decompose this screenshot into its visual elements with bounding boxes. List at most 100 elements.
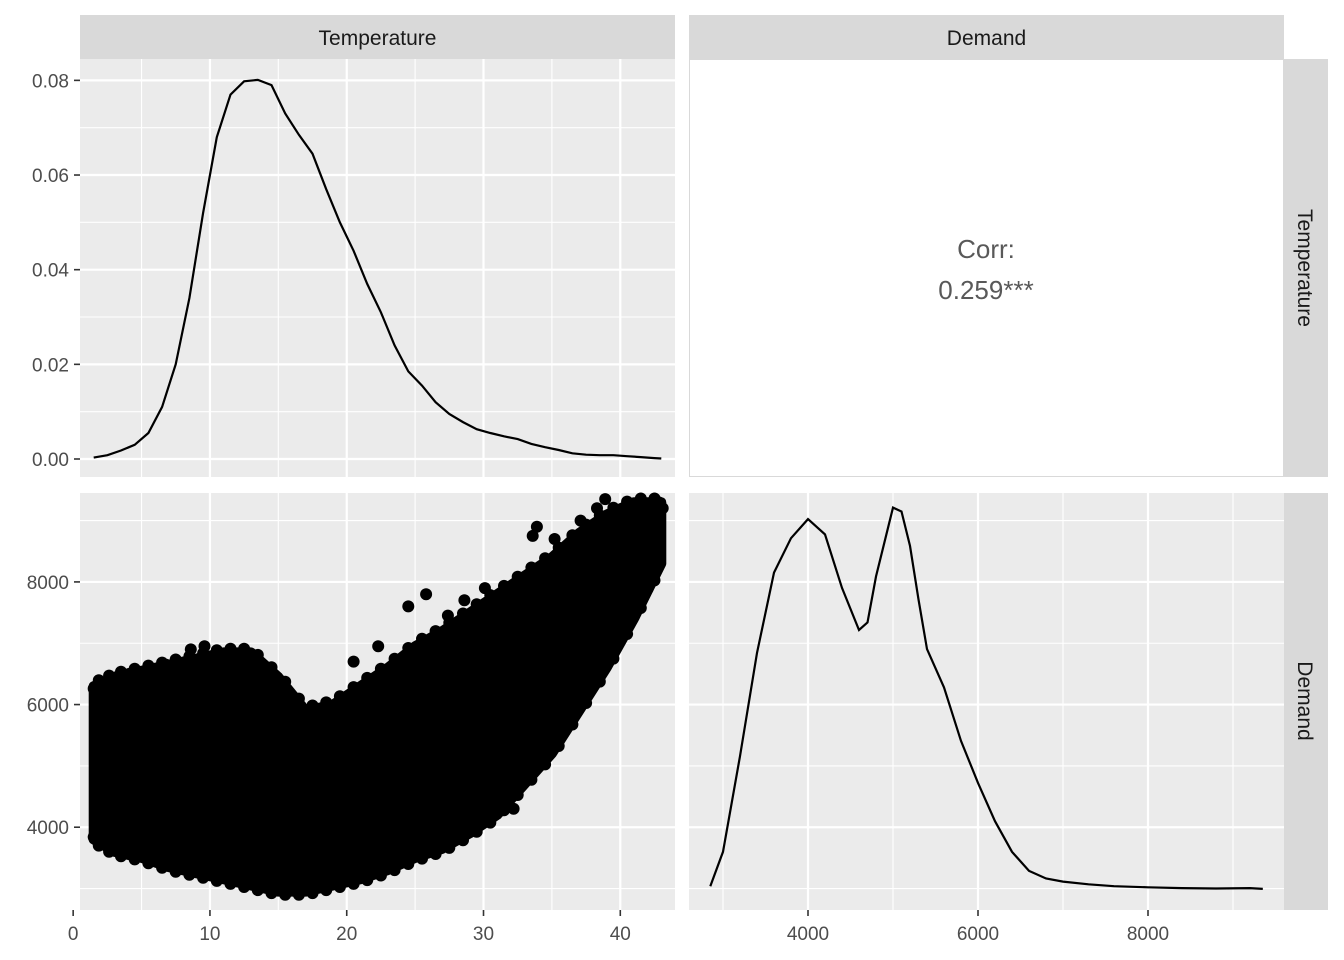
scatter-point [539, 758, 552, 771]
scatter-point [279, 675, 292, 688]
scatter-point [160, 658, 173, 671]
y-tick-label: 0.04 [32, 261, 69, 282]
scatter-point [518, 572, 531, 585]
scatter-point [530, 520, 543, 533]
scatter-point [91, 781, 104, 794]
scatter-point [586, 520, 599, 533]
scatter-point [580, 697, 593, 709]
y-tick-label: 0.00 [32, 450, 69, 471]
y-tick-label: 8000 [27, 573, 69, 594]
scatter-point [457, 834, 469, 847]
x-tick-label: 20 [336, 924, 357, 945]
scatter-point [585, 569, 598, 582]
scatter-point [436, 627, 449, 640]
x-tick-label: 8000 [1127, 924, 1169, 945]
scatter-point [135, 667, 148, 680]
scatter-point [361, 874, 374, 887]
scatter-point [498, 804, 510, 817]
scatter-point [388, 864, 401, 877]
scatter-point [354, 682, 367, 695]
scatter-point [569, 539, 582, 552]
scatter-point [470, 825, 483, 838]
scatter-point [581, 655, 594, 668]
scatter-point [573, 529, 586, 542]
strip-top-temperature [80, 15, 675, 59]
scatter-point [484, 816, 497, 829]
scatter-point [321, 698, 334, 711]
scatter-point [388, 686, 401, 699]
scatter-point [648, 574, 661, 587]
scatter-point [198, 640, 211, 653]
scatter-point [203, 652, 216, 664]
x-tick-label: 0 [68, 924, 79, 945]
scatter-point [552, 740, 565, 752]
scatter-point [425, 723, 438, 736]
scatter-point [628, 610, 640, 623]
scatter-point [299, 707, 312, 720]
scatter-point [420, 588, 433, 601]
scatter-point [292, 692, 305, 705]
scatter-point [340, 691, 353, 704]
x-tick-label: 4000 [787, 924, 829, 945]
x-tick-label: 6000 [957, 924, 999, 945]
scatter-point [477, 599, 490, 612]
strip-right-demand [1284, 493, 1328, 910]
scatter-point [347, 655, 360, 668]
scatter-point [450, 618, 463, 631]
x-tick-label: 30 [473, 924, 494, 945]
scatter-point [416, 852, 428, 865]
scatter-point [492, 695, 505, 708]
panel-demand-density [689, 493, 1284, 910]
y-tick-label: 4000 [27, 818, 69, 839]
strip-right-demand-label: Demand [1293, 661, 1316, 740]
scatter-point [625, 499, 638, 512]
scatter-point [374, 869, 387, 882]
scatter-point [563, 612, 576, 625]
y-tick-label: 6000 [27, 696, 69, 717]
scatter-point [372, 640, 385, 653]
scatter-point [593, 675, 606, 688]
scatter-point [135, 849, 148, 862]
scatter-point [441, 609, 454, 622]
scatter-point [149, 854, 162, 866]
scatter-point [645, 505, 658, 518]
x-tick-label: 40 [610, 924, 631, 945]
x-tick-label: 10 [199, 924, 220, 945]
y-tick-label: 0.02 [32, 355, 69, 376]
scatter-point [176, 658, 189, 671]
scatter-point [637, 499, 650, 512]
scatter-point [548, 533, 561, 545]
scatter-point [574, 514, 587, 527]
scatter-point [599, 493, 612, 506]
scatter-point [634, 602, 647, 614]
corr-value: 0.259*** [938, 275, 1033, 305]
scatter-point [95, 680, 108, 693]
scatter-point [619, 563, 632, 576]
scatter-point [614, 504, 627, 517]
data-layer [87, 78, 1263, 901]
scatter-point [402, 858, 415, 870]
scatter-point [102, 704, 115, 717]
strip-top-temperature-label: Temperature [319, 27, 437, 50]
scatter-point [596, 621, 609, 634]
scatter-point [467, 615, 480, 628]
scatter-point [526, 529, 539, 542]
scatter-point [184, 643, 197, 656]
scatter-point [540, 557, 553, 570]
scatter-point [395, 653, 408, 666]
scatter-point [525, 773, 538, 786]
axis-layer: 0.00 0.02 0.04 0.06 0.08 4000 6000 8000 0 10 20 30 4… [27, 71, 1169, 945]
scatter-point [265, 661, 278, 674]
temperature-density-line [93, 78, 662, 460]
scatter-point [566, 718, 579, 731]
scatter-point [93, 824, 106, 837]
strip-top-demand [689, 15, 1284, 59]
scatter-point [556, 551, 569, 564]
y-tick-label: 0.08 [32, 71, 69, 92]
scatter-point [402, 600, 415, 613]
scatter-point [149, 664, 162, 677]
scatter-point [491, 590, 504, 603]
scatter-point [100, 747, 112, 760]
scatter-point [507, 802, 520, 815]
